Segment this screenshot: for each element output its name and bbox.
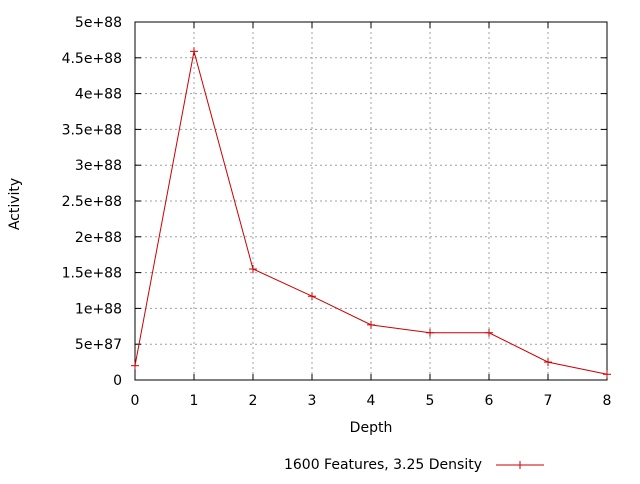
x-tick-label: 0: [131, 393, 140, 409]
y-tick-label: 1.5e+88: [62, 266, 122, 282]
y-tick-label: 5e+88: [75, 15, 122, 31]
x-tick-label: 8: [603, 393, 612, 409]
y-axis-label: Activity: [7, 178, 23, 230]
data-point-marker: [249, 265, 257, 274]
x-tick-label: 3: [308, 393, 317, 409]
y-tick-label: 0: [113, 373, 122, 389]
y-tick-label: 5e+87: [75, 337, 122, 353]
data-point-marker: [131, 361, 139, 370]
y-tick-label: 1e+88: [75, 301, 122, 317]
data-point-marker: [308, 292, 316, 301]
data-point-marker: [485, 328, 493, 337]
data-point-marker: [367, 320, 375, 329]
data-point-marker: [603, 370, 611, 379]
x-tick-label: 7: [544, 393, 553, 409]
y-tick-label: 3e+88: [75, 158, 122, 174]
legend-label: 1600 Features, 3.25 Density: [284, 457, 482, 473]
data-point-marker: [426, 328, 434, 337]
data-point-marker: [544, 358, 552, 367]
y-tick-labels: 0 5e+87 1e+88 1.5e+88 2e+88 2.5e+88 3e+88 3.5e+…: [62, 15, 122, 389]
x-tick-label: 1: [190, 393, 199, 409]
y-tick-label: 2.5e+88: [62, 194, 122, 210]
x-tick-labels: 0 1 2 3 4 5 6 7 8: [131, 393, 612, 409]
x-axis-label: Depth: [350, 420, 393, 436]
x-tick-label: 6: [485, 393, 494, 409]
y-tick-label: 4.5e+88: [62, 51, 122, 67]
data-point-marker: [190, 47, 198, 56]
x-tick-label: 4: [367, 393, 376, 409]
plot-frame: [134, 21, 608, 381]
y-tick-label: 4e+88: [75, 87, 122, 103]
y-tick-label: 2e+88: [75, 230, 122, 246]
x-tick-label: 5: [426, 393, 435, 409]
series-layer: [131, 47, 611, 379]
legend: 1600 Features, 3.25 Density: [284, 457, 544, 473]
y-tick-label: 3.5e+88: [62, 122, 122, 138]
grid-lines: [135, 22, 607, 380]
x-tick-label: 2: [249, 393, 258, 409]
legend-sample: [496, 461, 544, 469]
